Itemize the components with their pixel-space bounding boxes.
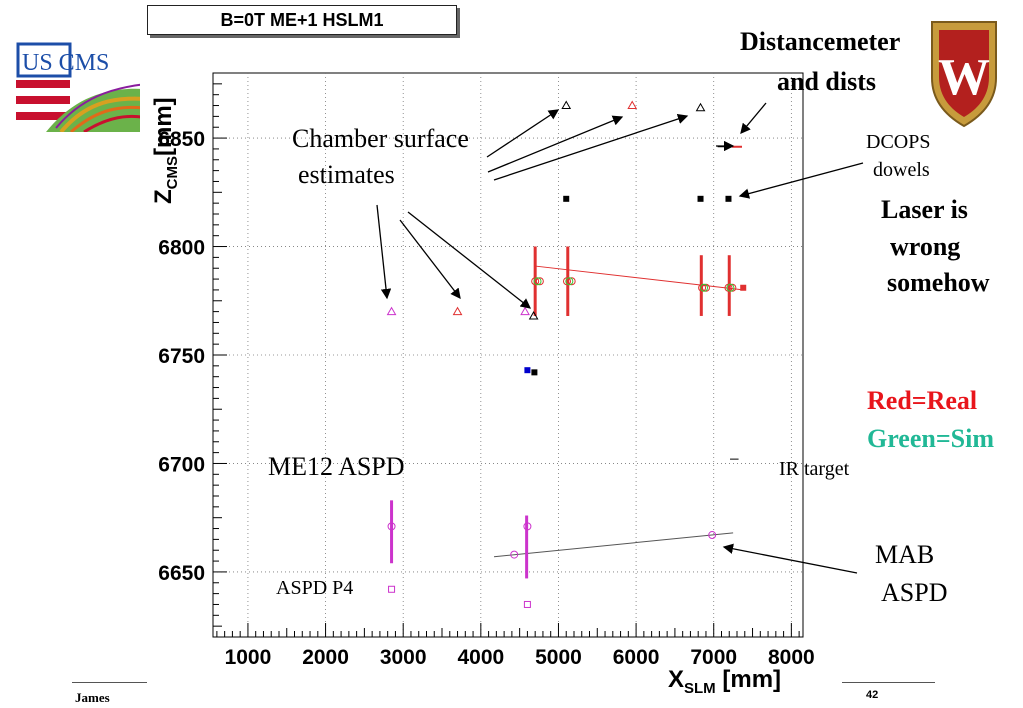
data-point-circle (728, 283, 737, 292)
annotation-arrow (738, 162, 864, 199)
data-point-circle (533, 277, 542, 286)
data-line (535, 265, 744, 291)
annotation-dowels: dowels (873, 159, 930, 181)
annotation-mab: MAB (875, 540, 935, 569)
annotation-laser-somehow: somehow (887, 268, 990, 297)
y-axis-label-main: Z (150, 189, 177, 204)
annotation-laser-wrong: wrong (890, 232, 961, 261)
y-tick-label: 6750 (158, 345, 205, 368)
data-point-circle (510, 550, 519, 559)
x-axis-label-unit: [mm] (722, 666, 782, 693)
annotation-me12-aspd: ME12 ASPD (268, 452, 405, 481)
wisconsin-logo: W (926, 12, 1002, 128)
data-point-open-square (523, 600, 531, 608)
x-tick-label: 2000 (302, 646, 349, 669)
y-axis-label-sub: CMS (163, 155, 181, 190)
data-line (493, 532, 734, 558)
annotation-arrow (487, 115, 624, 173)
data-point-circle (698, 283, 707, 292)
wisconsin-logo-letter: W (938, 49, 990, 106)
data-point-circle (565, 277, 574, 286)
x-tick-label: 3000 (380, 646, 427, 669)
data-point-circle (708, 531, 717, 540)
y-tick-label: 6850 (158, 128, 205, 151)
data-point-triangle (520, 306, 530, 316)
data-point-circle (563, 277, 571, 286)
legend-green-sim: Green=Sim (867, 424, 994, 453)
y-tick-label: 6700 (158, 453, 205, 476)
data-point-square (563, 195, 570, 202)
annotation-chamber-estimates: estimates (298, 160, 395, 189)
data-point-open-square (388, 585, 396, 593)
annotation-arrow (399, 219, 461, 300)
data-point-square (531, 369, 538, 376)
data-point-circle (567, 277, 576, 286)
y-tick-label: 6650 (158, 562, 205, 585)
data-point-triangle (452, 306, 463, 316)
x-axis-label: XSLM [mm] (668, 666, 781, 697)
legend-red-real: Red=Real (867, 386, 978, 415)
y-axis-label: ZCMS[mm] (150, 74, 181, 204)
x-tick-label: 5000 (535, 646, 582, 669)
y-tick-label: 6800 (158, 237, 205, 260)
canvas-background (140, 36, 845, 708)
x-tick-label: 6000 (613, 646, 660, 669)
data-point-triangle (386, 306, 397, 316)
annotation-mab-aspd: ASPD (881, 578, 948, 607)
footer-page-number: 42 (866, 689, 879, 701)
annotation-chamber-surface: Chamber surface (292, 124, 469, 153)
annotation-dcops: DCOPS (866, 131, 931, 153)
annotation-arrow (722, 543, 858, 574)
data-point-circle (726, 283, 735, 292)
annotation-distancemeter: Distancemeter (740, 27, 901, 56)
data-point-circle (701, 283, 710, 292)
data-point-square (740, 284, 747, 291)
x-axis-label-main: X (668, 666, 685, 693)
annotation-arrow (486, 109, 560, 158)
us-cms-logo: US CMS (16, 40, 157, 134)
annotation-arrow (493, 113, 689, 181)
data-point-circle (531, 277, 540, 286)
data-point-circle (387, 522, 396, 531)
annotation-and-dists: and dists (777, 67, 876, 96)
data-point-triangle (695, 102, 706, 112)
data-point-circle (724, 283, 733, 292)
chart-title: B=0T ME+1 HSLM1 (220, 10, 384, 30)
annotation-arrow (376, 204, 392, 300)
data-point-triangle (561, 100, 572, 110)
annotation-arrow (407, 211, 532, 309)
annotation-arrow (740, 102, 767, 134)
data-point-square (725, 195, 732, 202)
x-tick-label: 4000 (457, 646, 504, 669)
data-point-square (697, 195, 704, 202)
x-tick-label: 1000 (225, 646, 272, 669)
data-point-triangle (528, 310, 539, 320)
x-tick-label: 7000 (690, 646, 737, 669)
chart-title-box: B=0T ME+1 HSLM1 (147, 5, 457, 35)
annotation-ir-target: IR target (779, 458, 850, 480)
data-point-square (524, 367, 531, 374)
footer-author: James (75, 690, 110, 705)
annotation-aspd-p4: ASPD P4 (276, 577, 354, 599)
data-point-circle (523, 522, 532, 531)
data-point-circle (535, 277, 544, 286)
us-cms-logo-text: US CMS (22, 50, 109, 76)
footer-line-left (72, 682, 147, 683)
data-point-circle (700, 283, 709, 292)
footer-line-right (842, 682, 935, 683)
data-point-triangle (627, 100, 638, 110)
x-axis-label-sub: SLM (684, 679, 716, 697)
y-axis-label-unit: [mm] (150, 97, 177, 156)
x-tick-label: 8000 (768, 646, 815, 669)
annotation-laser-is: Laser is (881, 195, 968, 224)
